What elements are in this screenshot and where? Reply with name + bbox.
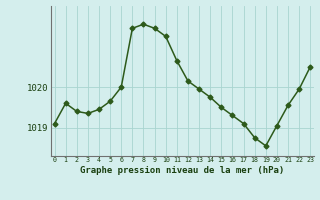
X-axis label: Graphe pression niveau de la mer (hPa): Graphe pression niveau de la mer (hPa) xyxy=(80,166,284,175)
